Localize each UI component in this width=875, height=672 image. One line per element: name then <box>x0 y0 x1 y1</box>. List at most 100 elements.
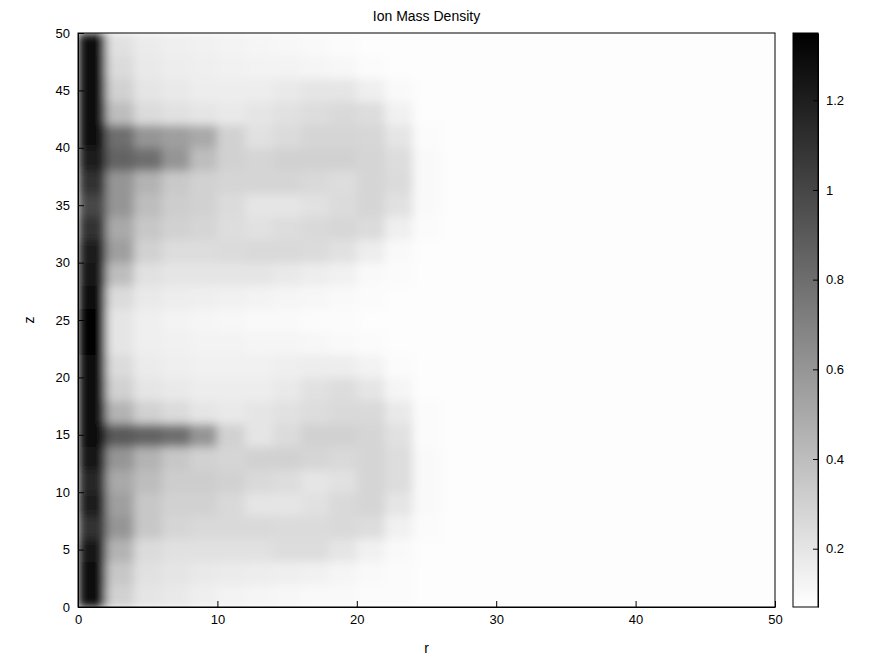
heatmap-cell <box>217 469 245 492</box>
heatmap-cell <box>524 492 552 515</box>
heatmap-cell <box>385 217 413 240</box>
heatmap-cell <box>468 171 496 194</box>
heatmap-cell <box>78 515 106 538</box>
heatmap-cell <box>385 400 413 423</box>
heatmap-cell <box>636 469 664 492</box>
heatmap-cell <box>245 561 273 584</box>
heatmap-cell <box>329 79 357 102</box>
heatmap-cell <box>747 331 775 354</box>
heatmap-cell <box>162 469 190 492</box>
tick: 0.2 <box>813 541 844 556</box>
heatmap-cell <box>190 538 218 561</box>
heatmap-cell <box>162 194 190 217</box>
heatmap-cell <box>691 561 719 584</box>
heatmap-cell <box>162 331 190 354</box>
heatmap-cell <box>106 217 134 240</box>
heatmap-cell <box>524 102 552 125</box>
tick-label: 50 <box>768 612 782 627</box>
heatmap-cell <box>329 56 357 79</box>
heatmap-cell <box>496 400 524 423</box>
heatmap-cell <box>385 423 413 446</box>
heatmap-cell <box>440 377 468 400</box>
heatmap-cell <box>552 79 580 102</box>
plot-area <box>78 33 775 607</box>
heatmap-cell <box>301 240 329 263</box>
heatmap-cell <box>468 492 496 515</box>
heatmap-cell <box>524 515 552 538</box>
heatmap-cell <box>357 240 385 263</box>
heatmap-cell <box>636 217 664 240</box>
heatmap-cell <box>663 286 691 309</box>
heatmap-cell <box>301 331 329 354</box>
y-axis: 05101520253035404550 <box>56 26 84 615</box>
heatmap-cell <box>78 584 106 607</box>
heatmap-cell <box>273 125 301 148</box>
heatmap-cell <box>608 309 636 332</box>
heatmap-cell <box>385 102 413 125</box>
heatmap-cell <box>385 446 413 469</box>
heatmap-cell <box>747 33 775 56</box>
heatmap-cell <box>413 354 441 377</box>
heatmap-cell <box>162 515 190 538</box>
heatmap-cell <box>468 148 496 171</box>
heatmap-cell <box>580 33 608 56</box>
heatmap-cell <box>273 309 301 332</box>
heatmap-cell <box>134 309 162 332</box>
heatmap-cell <box>440 492 468 515</box>
tick-mark <box>813 549 818 550</box>
heatmap-cell <box>719 33 747 56</box>
heatmap-cell <box>719 400 747 423</box>
heatmap-cell <box>357 515 385 538</box>
heatmap-cell <box>78 194 106 217</box>
heatmap-cell <box>663 331 691 354</box>
heatmap-cell <box>273 331 301 354</box>
heatmap-cell <box>217 194 245 217</box>
heatmap-cell <box>357 171 385 194</box>
tick-label: 20 <box>56 370 70 385</box>
tick: 0.6 <box>813 362 844 377</box>
heatmap-cell <box>134 148 162 171</box>
heatmap-cell <box>357 354 385 377</box>
heatmap-cell <box>162 33 190 56</box>
heatmap-cell <box>301 56 329 79</box>
heatmap-cell <box>524 584 552 607</box>
heatmap-cell <box>162 102 190 125</box>
heatmap-cell <box>273 492 301 515</box>
heatmap-cell <box>663 171 691 194</box>
heatmap-cell <box>134 194 162 217</box>
heatmap-cell <box>134 331 162 354</box>
heatmap-cell <box>134 561 162 584</box>
tick: 5 <box>63 542 84 557</box>
plot-background <box>78 33 775 607</box>
heatmap-cell <box>608 217 636 240</box>
heatmap-cell <box>747 217 775 240</box>
heatmap-cell <box>747 125 775 148</box>
heatmap-cell <box>719 240 747 263</box>
heatmap-cell <box>273 79 301 102</box>
heatmap-cell <box>719 331 747 354</box>
heatmap-cell <box>273 446 301 469</box>
heatmap-cell <box>245 309 273 332</box>
heatmap-cell <box>524 377 552 400</box>
heatmap-cell <box>468 125 496 148</box>
heatmap-cell <box>663 102 691 125</box>
heatmap-cell <box>273 217 301 240</box>
heatmap-cell <box>78 492 106 515</box>
heatmap-cell <box>663 584 691 607</box>
heatmap-cell <box>78 538 106 561</box>
heatmap-cell <box>357 377 385 400</box>
heatmap-cell <box>301 515 329 538</box>
heatmap-cell <box>134 492 162 515</box>
heatmap-cell <box>245 331 273 354</box>
tick-label: 30 <box>489 612 503 627</box>
heatmap-cell <box>190 263 218 286</box>
heatmap-cell <box>608 171 636 194</box>
heatmap-cell <box>78 148 106 171</box>
heatmap-cell <box>106 354 134 377</box>
heatmap-cell <box>691 515 719 538</box>
heatmap-cell <box>608 354 636 377</box>
heatmap-cell <box>217 515 245 538</box>
tick-mark <box>813 100 818 101</box>
heatmap-cell <box>524 240 552 263</box>
tick-label: 15 <box>56 427 70 442</box>
